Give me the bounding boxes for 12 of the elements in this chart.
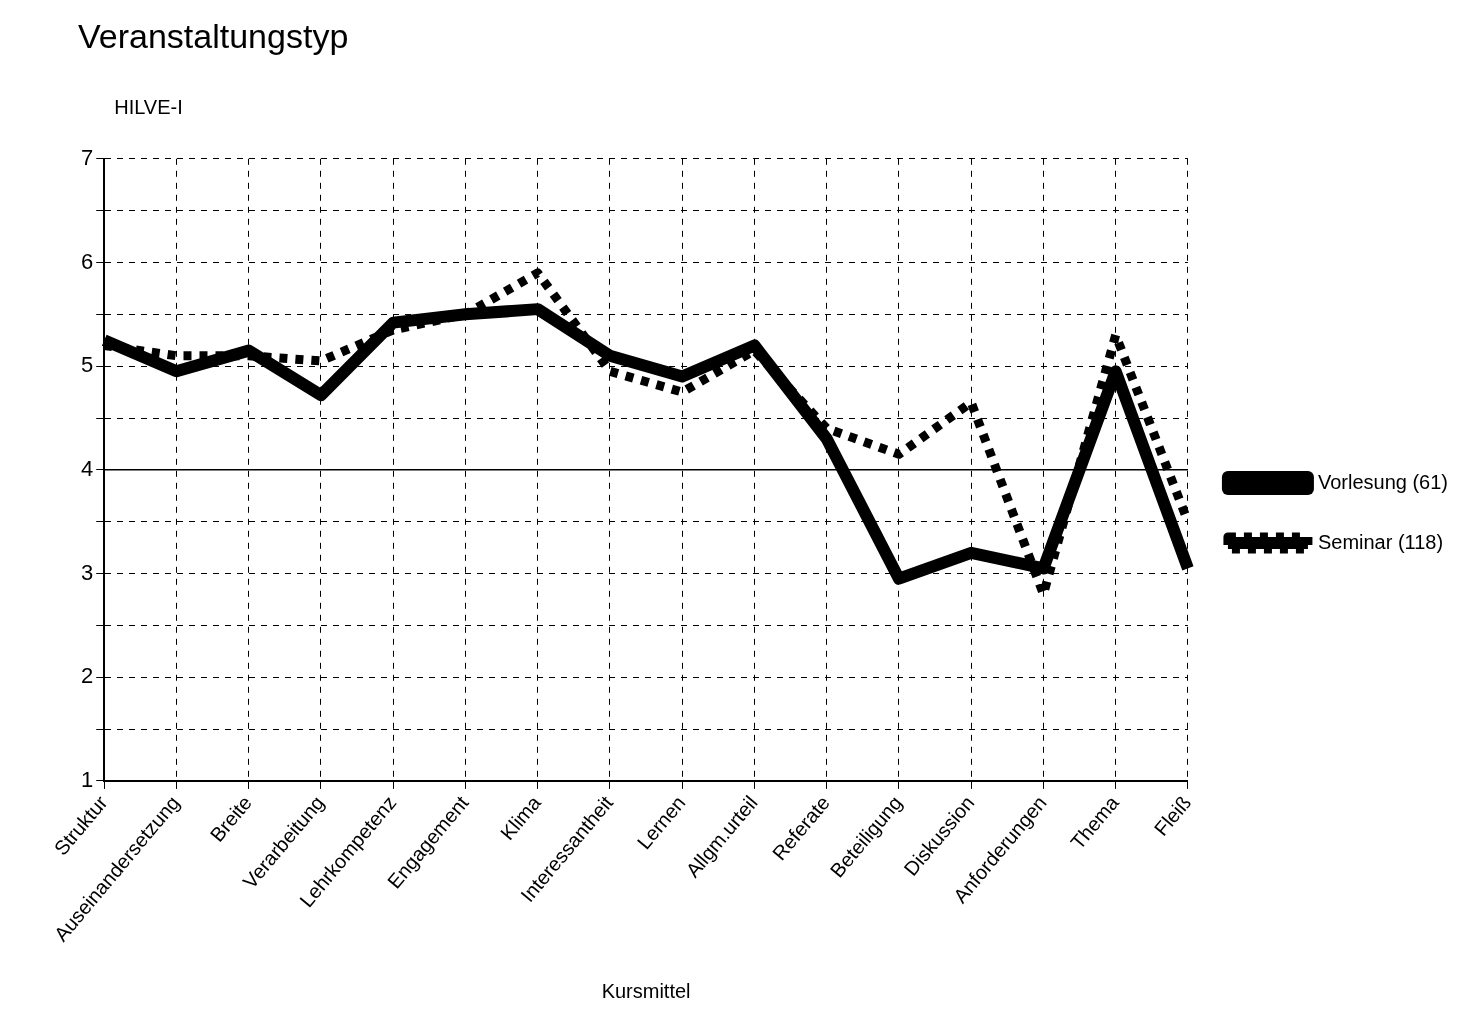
y-tick-label: 2	[80, 663, 94, 689]
y-tick-label: 1	[80, 766, 94, 792]
y-tick-label: 4	[80, 455, 94, 481]
y-tick-label: 5	[80, 352, 94, 378]
chart-title: Veranstaltungstyp	[78, 16, 349, 55]
x-axis-title: Kursmittel	[601, 979, 691, 1002]
y-tick-label: 3	[80, 559, 94, 585]
y-tick-label: 6	[80, 248, 94, 274]
y-axis-title: HILVE-I	[114, 95, 183, 118]
legend-label: Vorlesung (61)	[1317, 470, 1448, 493]
legend-label: Seminar (118)	[1317, 530, 1444, 553]
y-tick-label: 7	[80, 144, 94, 170]
